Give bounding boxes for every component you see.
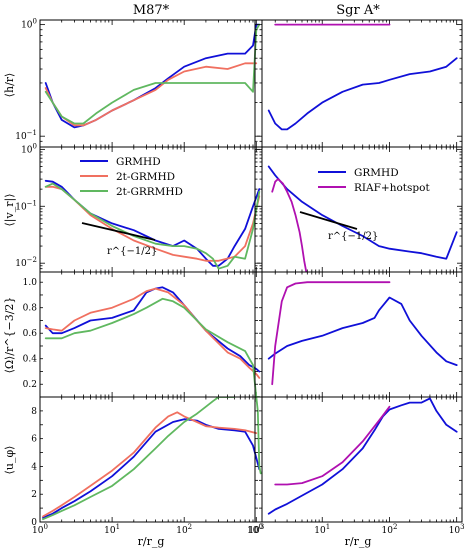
series-group bbox=[42, 397, 262, 521]
series-riaf-hotspot bbox=[271, 281, 391, 386]
series-grmhd bbox=[267, 57, 458, 131]
y-tick-label: 6 bbox=[31, 435, 37, 445]
y-tick-label: 0.8 bbox=[23, 304, 38, 314]
series-grmhd bbox=[44, 286, 261, 373]
annotation-m87-slope: r^{−1/2} bbox=[107, 246, 157, 257]
panel-frame bbox=[39, 396, 263, 523]
y-tick-label: 0.6 bbox=[23, 329, 38, 339]
series-grmhd bbox=[42, 418, 261, 519]
legend-m87: GRMHD 2t-GRMHD 2t-GRRMHD bbox=[80, 156, 183, 198]
series-2t-grmhd bbox=[44, 287, 261, 379]
ylabel-uphi: ⟨u_φ⟩ bbox=[3, 446, 16, 475]
series-group bbox=[267, 23, 458, 131]
series-riaf-hotspot bbox=[271, 178, 308, 272]
y-tick-exponent: −1 bbox=[27, 129, 37, 137]
column-title-sgra: Sgr A* bbox=[336, 3, 380, 18]
series-group bbox=[267, 281, 458, 386]
legend-label: GRMHD bbox=[354, 167, 399, 179]
y-tick-label: 100 bbox=[21, 18, 37, 31]
x-tick-exponent: 1 bbox=[326, 523, 330, 531]
panel-5 bbox=[254, 271, 463, 398]
x-tick-label: 102 bbox=[381, 523, 397, 536]
ylabel-omega: ⟨Ω⟩/r^{−3/2} bbox=[3, 297, 16, 374]
x-tick-exponent: 2 bbox=[188, 523, 192, 531]
panel-frame bbox=[254, 19, 463, 148]
series-group bbox=[267, 397, 458, 515]
ylabel-vr: ⟨|v_r|⟩ bbox=[3, 194, 17, 227]
panel-frame bbox=[254, 396, 463, 523]
series-2t-grrmhd bbox=[42, 397, 236, 521]
legend-label: 2t-GRMHD bbox=[116, 171, 175, 183]
x-tick-label: 100 bbox=[247, 523, 263, 536]
series-2t-grmhd bbox=[42, 411, 258, 518]
y-tick-label: 8 bbox=[31, 407, 37, 417]
y-tick-label: 0.4 bbox=[23, 355, 38, 365]
y-tick-label: 2 bbox=[31, 490, 37, 500]
panel-7: 100 101 102 103 bbox=[247, 396, 465, 536]
series-grmhd bbox=[44, 23, 261, 129]
y-tick-label: 10−1 bbox=[15, 129, 37, 142]
y-tick-label: 10−2 bbox=[15, 256, 37, 269]
legend-sgra: GRMHD RIAF+hotspot bbox=[318, 167, 430, 194]
panel-2: 10−2 10−1 100 bbox=[15, 142, 263, 273]
y-tick-label: 100 bbox=[21, 142, 37, 155]
x-tick-exponent: 0 bbox=[43, 523, 47, 531]
series-grmhd bbox=[267, 165, 458, 260]
slope-line-m87 bbox=[81, 222, 156, 241]
x-tick-exponent: 3 bbox=[460, 523, 464, 531]
series-group bbox=[44, 286, 261, 397]
y-tick-exponent: 0 bbox=[33, 18, 37, 26]
xlabel-right: r/r_g bbox=[345, 535, 372, 548]
panel-4: 0.2 0.4 0.6 0.8 1.0 bbox=[23, 271, 263, 398]
series-group bbox=[44, 179, 261, 270]
y-tick-exponent: −1 bbox=[27, 199, 37, 207]
y-tick-label: 0.2 bbox=[23, 380, 37, 390]
y-tick-exponent: −2 bbox=[27, 256, 37, 264]
series-2t-grrmhd bbox=[44, 182, 261, 270]
y-tick-label: 10−1 bbox=[15, 199, 37, 212]
column-title-m87: M87* bbox=[133, 3, 170, 18]
y-tick-exponent: 0 bbox=[33, 142, 37, 150]
xlabel-left: r/r_g bbox=[138, 535, 165, 548]
x-tick-exponent: 2 bbox=[393, 523, 397, 531]
series-grmhd bbox=[267, 296, 458, 367]
x-tick-exponent: 0 bbox=[258, 523, 262, 531]
series-2t-grmhd bbox=[44, 62, 258, 127]
x-tick-exponent: 3 bbox=[260, 523, 264, 531]
panel-3 bbox=[254, 146, 463, 273]
x-tick-label: 101 bbox=[104, 523, 120, 536]
y-tick-label: 1.0 bbox=[23, 278, 38, 288]
annotation-sgra-slope: r^{−1/2} bbox=[328, 231, 378, 242]
series-grmhd bbox=[267, 397, 458, 515]
series-2t-grrmhd bbox=[44, 297, 261, 397]
series-group bbox=[267, 165, 458, 272]
panel-frame bbox=[254, 146, 463, 273]
x-tick-label: 101 bbox=[314, 523, 330, 536]
legend-label: RIAF+hotspot bbox=[354, 182, 430, 194]
legend-label: GRMHD bbox=[116, 156, 161, 168]
y-tick-label: 0 bbox=[31, 518, 37, 528]
series-2t-grrmhd bbox=[44, 23, 261, 125]
legend-label: 2t-GRRMHD bbox=[116, 186, 183, 198]
x-tick-label: 103 bbox=[449, 523, 465, 536]
x-tick-exponent: 1 bbox=[116, 523, 120, 531]
panel-0: 10−1 100 bbox=[15, 18, 263, 148]
slope-line-sgra bbox=[299, 211, 358, 230]
series-riaf-hotspot bbox=[274, 405, 391, 486]
x-tick-label: 102 bbox=[176, 523, 192, 536]
panel-1 bbox=[254, 19, 463, 148]
series-group bbox=[44, 23, 261, 129]
ylabel-h-over-r: ⟨h/r⟩ bbox=[3, 73, 16, 98]
series-2t-grrmhd bbox=[255, 397, 262, 475]
y-tick-label: 4 bbox=[31, 462, 37, 472]
